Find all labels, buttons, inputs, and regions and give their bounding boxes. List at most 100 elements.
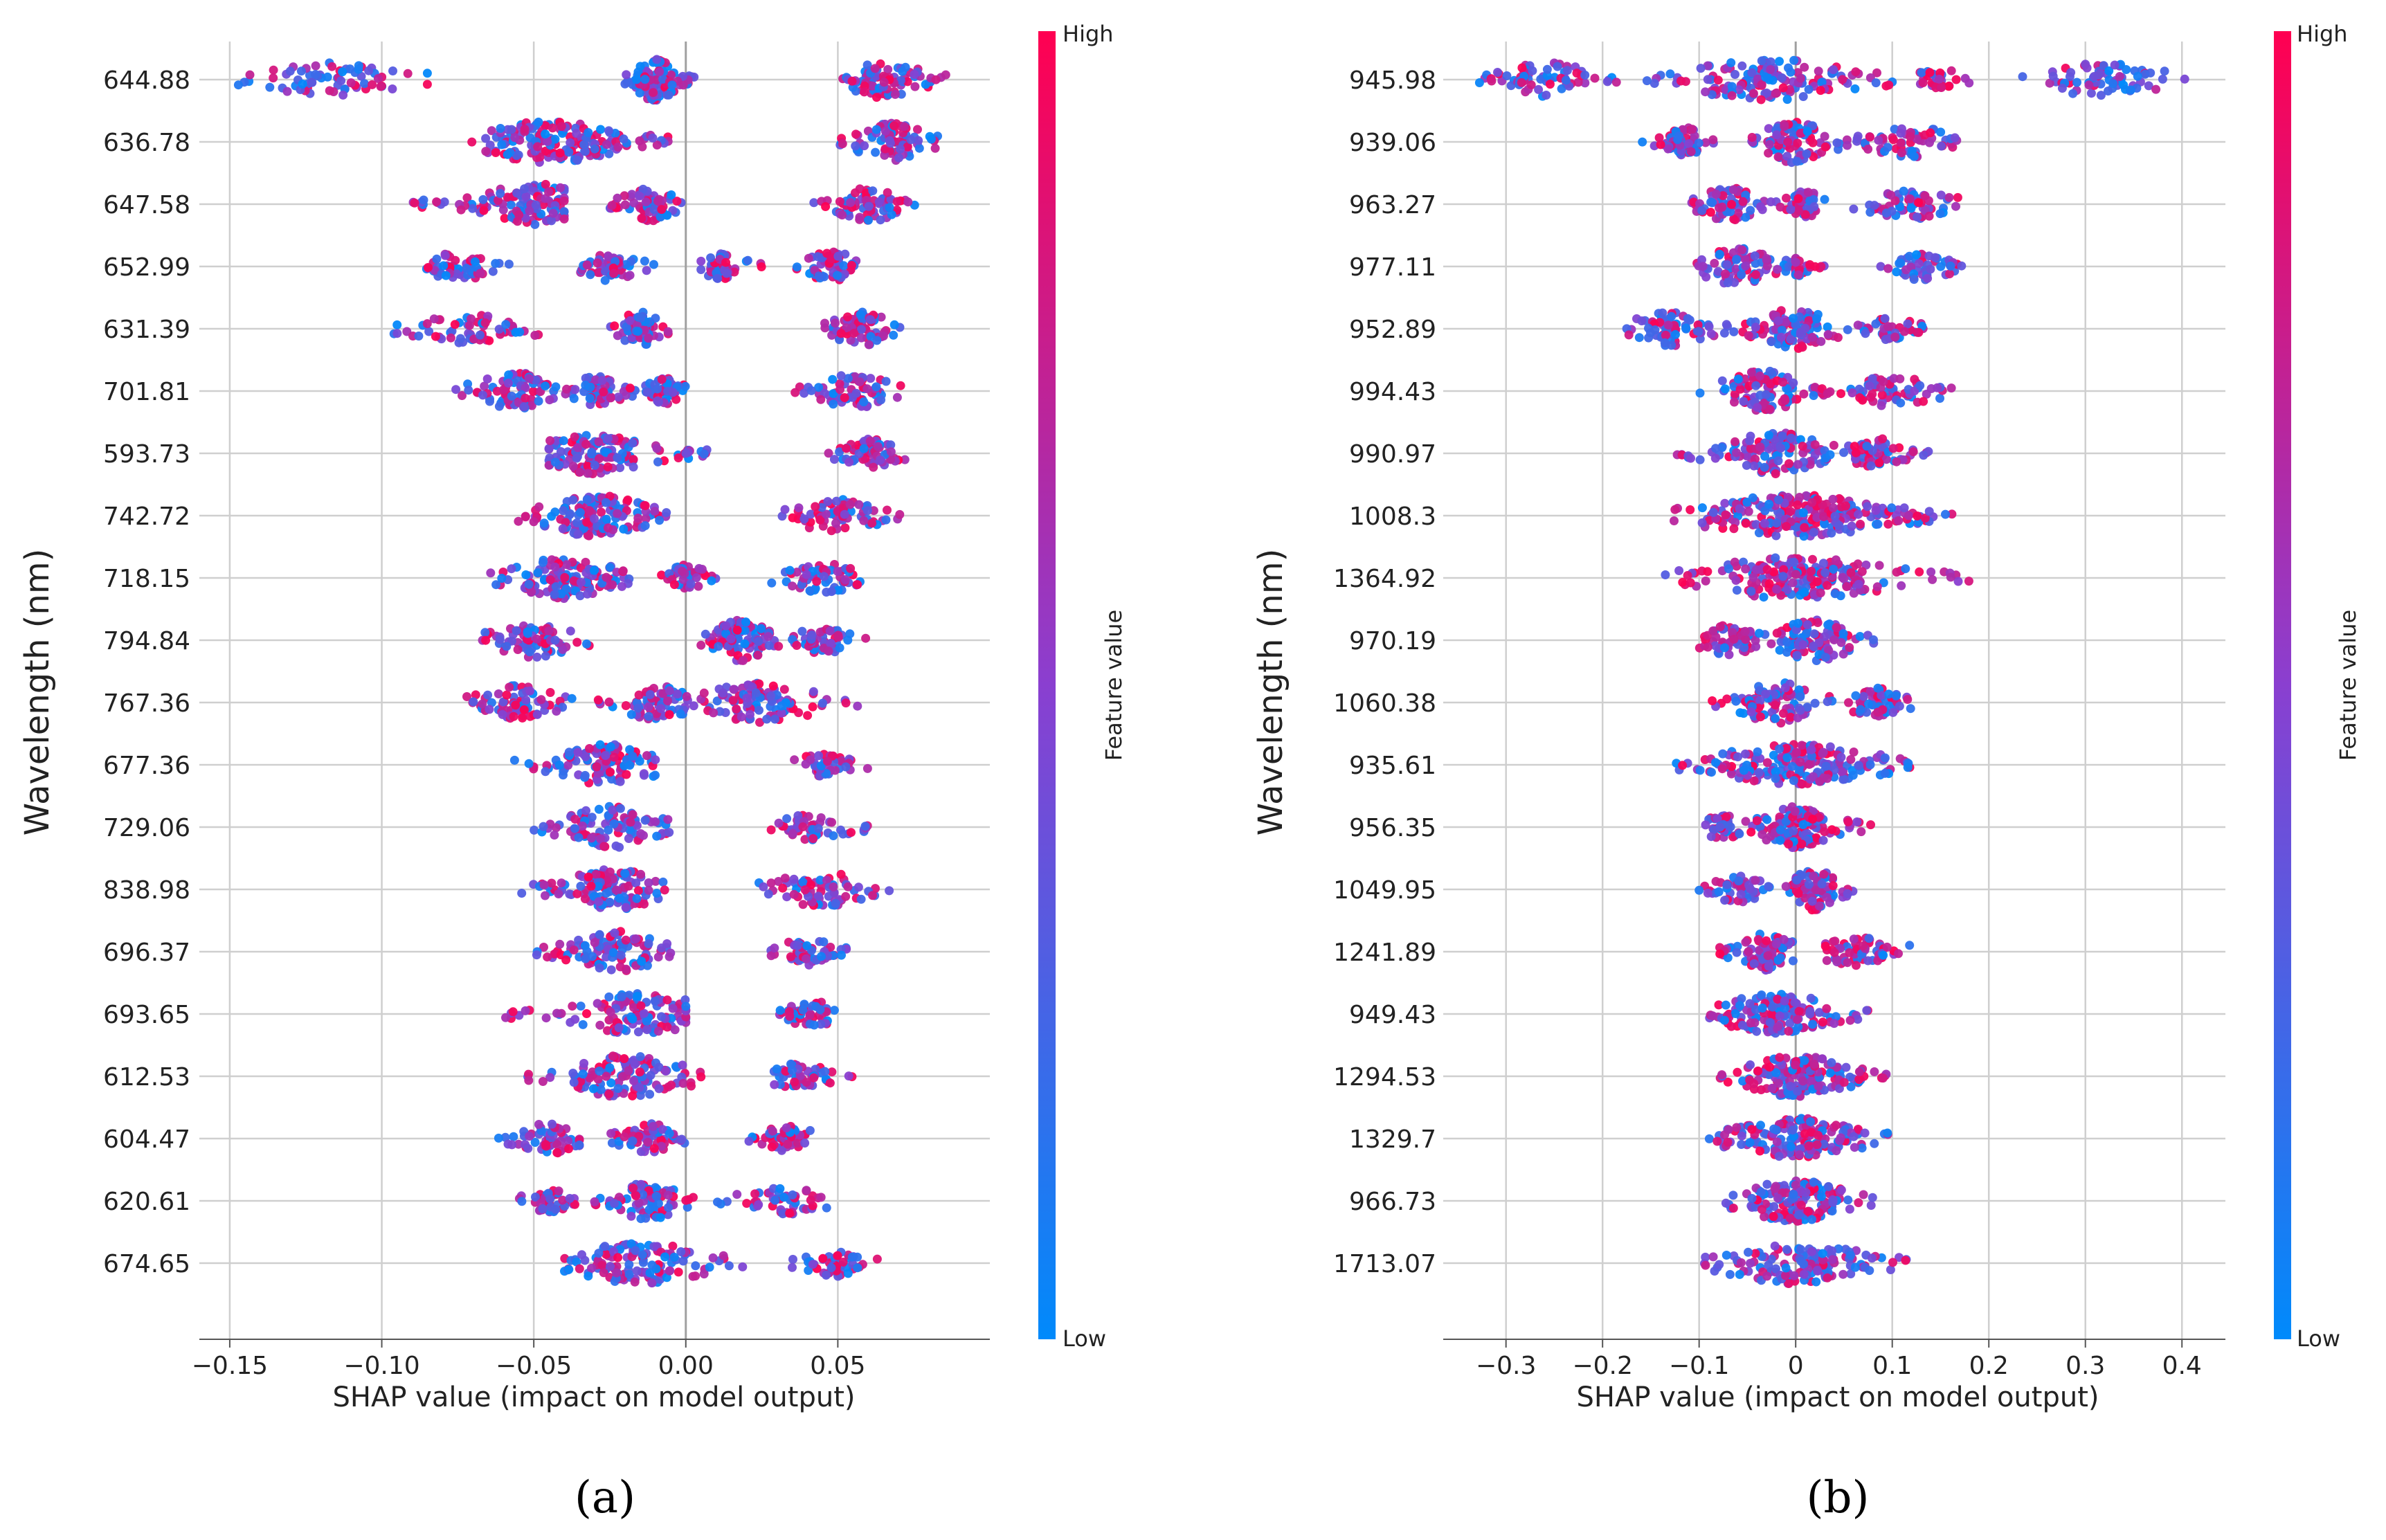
shap-point bbox=[652, 831, 662, 841]
shap-point bbox=[613, 143, 623, 152]
shap-point bbox=[1925, 138, 1934, 147]
shap-point bbox=[525, 206, 534, 216]
shap-point bbox=[613, 1253, 623, 1262]
shap-point bbox=[678, 1060, 687, 1070]
shap-point bbox=[809, 198, 819, 208]
shap-point bbox=[572, 156, 582, 165]
shap-point bbox=[780, 505, 790, 514]
shap-point bbox=[1602, 77, 1612, 87]
shap-point bbox=[559, 196, 569, 206]
shap-point bbox=[1696, 64, 1706, 73]
shap-point bbox=[1701, 272, 1711, 282]
shap-point bbox=[573, 443, 583, 453]
shap-point bbox=[650, 997, 660, 1006]
shap-point bbox=[626, 316, 635, 325]
shap-point bbox=[455, 334, 465, 343]
shap-point bbox=[842, 444, 851, 453]
shap-point bbox=[1517, 63, 1527, 73]
shap-point bbox=[567, 694, 577, 703]
shap-point bbox=[620, 200, 630, 210]
shap-point bbox=[856, 325, 866, 334]
shap-point bbox=[852, 580, 862, 590]
shap-point bbox=[706, 253, 716, 262]
shap-point bbox=[592, 762, 602, 772]
shap-point bbox=[652, 55, 662, 64]
shap-point bbox=[1502, 71, 1512, 80]
shap-point bbox=[525, 686, 535, 696]
shap-point bbox=[1884, 80, 1894, 90]
shap-point bbox=[673, 689, 683, 699]
shap-point bbox=[845, 500, 855, 509]
shap-point bbox=[582, 260, 592, 270]
shap-point bbox=[775, 1006, 785, 1015]
shap-point bbox=[633, 886, 643, 896]
shap-point bbox=[1721, 269, 1730, 279]
shap-point bbox=[678, 567, 687, 576]
shap-point bbox=[862, 763, 872, 773]
shap-point bbox=[805, 1125, 815, 1135]
y-axis-title-a: Wavelength (nm) bbox=[18, 549, 57, 836]
shap-point bbox=[910, 70, 919, 79]
shap-point bbox=[721, 621, 731, 631]
shap-point bbox=[614, 1023, 624, 1033]
shap-point bbox=[552, 1008, 561, 1018]
shap-point bbox=[678, 1256, 688, 1266]
shap-point bbox=[638, 184, 648, 194]
shap-point bbox=[632, 894, 642, 903]
shap-point bbox=[572, 637, 582, 647]
shap-point bbox=[624, 1066, 633, 1076]
shap-point bbox=[790, 755, 799, 765]
shap-point bbox=[648, 1122, 658, 1131]
shap-point bbox=[806, 386, 816, 395]
shap-point bbox=[496, 189, 505, 198]
shap-point bbox=[621, 701, 631, 710]
shap-point bbox=[606, 1007, 615, 1017]
shap-point bbox=[639, 831, 648, 840]
shap-point bbox=[269, 65, 278, 75]
shap-point bbox=[346, 78, 356, 88]
shap-point bbox=[732, 704, 741, 714]
shap-point bbox=[620, 79, 630, 89]
shap-point bbox=[1802, 149, 1811, 158]
shap-point bbox=[536, 695, 546, 705]
shap-point bbox=[1925, 68, 1935, 78]
shap-point bbox=[587, 447, 597, 457]
shap-point bbox=[1937, 141, 1946, 151]
shap-point bbox=[1784, 63, 1793, 73]
shap-point bbox=[651, 314, 660, 323]
colorbar-title-a: Feature value bbox=[1101, 610, 1127, 761]
shap-point bbox=[582, 495, 592, 505]
shap-point bbox=[613, 331, 622, 341]
shap-point bbox=[590, 938, 599, 948]
shap-point bbox=[831, 496, 841, 506]
shap-point bbox=[485, 397, 494, 406]
shap-point bbox=[2160, 66, 2169, 76]
shap-point bbox=[1553, 62, 1562, 71]
shap-point bbox=[633, 514, 643, 523]
shap-point bbox=[600, 275, 610, 285]
shap-point bbox=[1717, 202, 1727, 212]
shap-point bbox=[593, 258, 602, 268]
shap-point bbox=[1849, 204, 1859, 214]
shap-point bbox=[668, 388, 678, 397]
shap-point bbox=[663, 696, 672, 706]
shap-point bbox=[529, 387, 538, 396]
shap-point bbox=[547, 878, 557, 888]
shap-point bbox=[651, 755, 660, 765]
shap-point bbox=[550, 590, 559, 599]
shap-point bbox=[532, 652, 542, 662]
shap-point bbox=[829, 882, 838, 891]
shap-point bbox=[901, 62, 910, 72]
shap-point bbox=[732, 1190, 742, 1199]
shap-point bbox=[837, 950, 846, 960]
shap-point bbox=[881, 515, 891, 525]
shap-point bbox=[721, 257, 731, 267]
shap-point bbox=[403, 69, 413, 78]
shap-point bbox=[1772, 130, 1782, 140]
shap-point bbox=[579, 140, 589, 150]
shap-point bbox=[838, 210, 847, 220]
shap-point bbox=[606, 393, 615, 403]
shap-point bbox=[1761, 73, 1771, 82]
shap-point bbox=[883, 64, 893, 74]
shap-point bbox=[799, 999, 809, 1009]
